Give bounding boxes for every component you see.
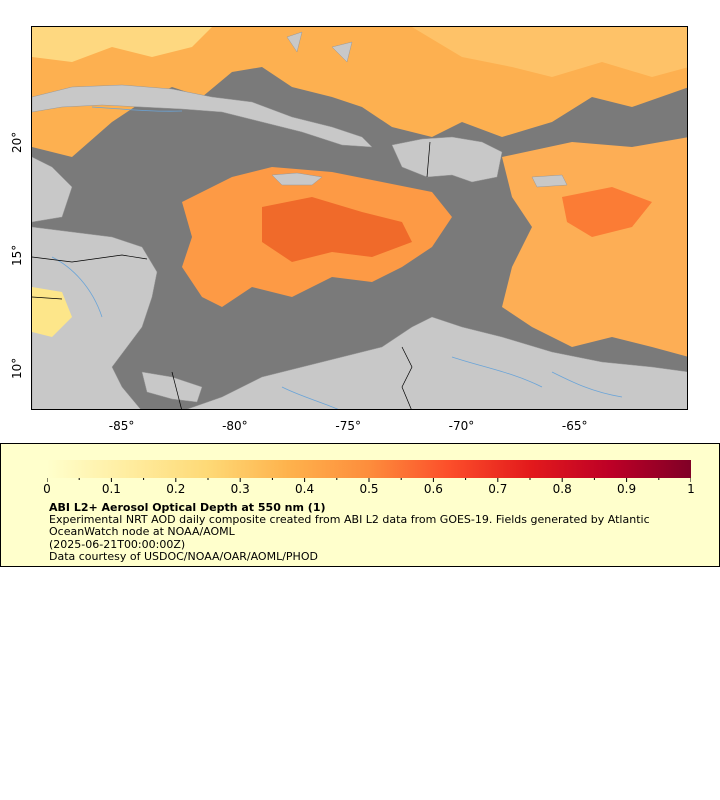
colorbar-tick-label: 0.6 bbox=[423, 482, 443, 496]
aod-field-east-dense bbox=[562, 187, 652, 237]
legend-credit: Data courtesy of USDOC/NOAA/OAR/AOML/PHO… bbox=[49, 550, 318, 563]
x-tick-label: -85° bbox=[108, 419, 135, 433]
aod-map bbox=[31, 26, 688, 410]
colorbar-tick-label: 0.4 bbox=[295, 482, 315, 496]
aod-field-central-dense bbox=[262, 197, 412, 262]
aod-field-north-east bbox=[412, 27, 687, 77]
colombia-venezuela bbox=[186, 316, 687, 409]
central-america bbox=[32, 226, 158, 409]
colorbar-tick-label: 0.8 bbox=[552, 482, 572, 496]
panama bbox=[141, 371, 203, 403]
y-tick-label: 20° bbox=[10, 131, 24, 153]
colorbar bbox=[47, 460, 691, 482]
aod-field-north-light bbox=[32, 27, 212, 62]
colorbar-tick-label: 1 bbox=[687, 482, 695, 496]
y-tick-label: 10° bbox=[10, 357, 24, 379]
x-tick-label: -75° bbox=[335, 419, 361, 433]
map-graphic bbox=[32, 27, 687, 409]
hispaniola bbox=[391, 136, 503, 183]
colorbar-tick-label: 0.3 bbox=[230, 482, 250, 496]
land-masses bbox=[32, 31, 687, 409]
colorbar-tick-label: 0.2 bbox=[166, 482, 186, 496]
aod-field-east bbox=[502, 137, 687, 357]
legend-panel: 0 0.1 0.2 0.3 0.4 0.5 0.6 0.7 0.8 0.9 1 ABI L2+ Ae… bbox=[0, 443, 720, 567]
y-tick-label: 15° bbox=[10, 244, 24, 266]
jamaica bbox=[271, 172, 323, 186]
x-tick-label: -65° bbox=[561, 419, 588, 433]
colorbar-gradient bbox=[47, 460, 691, 478]
puerto-rico bbox=[531, 174, 568, 188]
x-tick-label: -70° bbox=[448, 419, 475, 433]
colorbar-tick-label: 0.5 bbox=[359, 482, 379, 496]
yucatan-mexico bbox=[32, 156, 73, 223]
colorbar-tick-label: 0.9 bbox=[617, 482, 637, 496]
aerosol-plumes bbox=[32, 27, 687, 357]
colorbar-ticks bbox=[47, 478, 691, 482]
colorbar-tick-label: 0.1 bbox=[101, 482, 121, 496]
legend-date: (2025-06-21T00:00:00Z) bbox=[49, 538, 186, 551]
cuba bbox=[32, 84, 373, 148]
colorbar-tick-label: 0.7 bbox=[488, 482, 508, 496]
legend-description: Experimental NRT AOD daily composite cre… bbox=[49, 513, 650, 538]
legend-title: ABI L2+ Aerosol Optical Depth at 550 nm … bbox=[49, 501, 326, 514]
aod-land-low-west bbox=[32, 287, 72, 337]
colorbar-tick-label: 0 bbox=[43, 482, 51, 496]
x-tick-label: -80° bbox=[222, 419, 248, 433]
bahamas-2 bbox=[331, 41, 353, 63]
borders bbox=[32, 141, 431, 409]
bahamas-1 bbox=[286, 31, 303, 53]
